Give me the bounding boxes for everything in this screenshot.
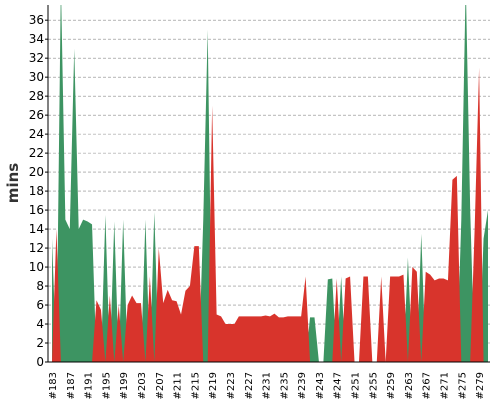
y-tick-label: 14 (29, 222, 44, 236)
y-tick-label: 0 (36, 355, 44, 369)
x-tick-label: #191 (84, 372, 95, 399)
y-tick-label: 34 (29, 32, 44, 46)
x-tick-label: #203 (137, 372, 148, 399)
y-tick-label: 18 (29, 184, 44, 198)
y-tick-label: 20 (29, 165, 44, 179)
y-tick-label: 22 (29, 146, 44, 160)
x-tick-label: #187 (66, 372, 77, 399)
y-tick-label: 4 (36, 317, 44, 331)
y-tick-label: 36 (29, 13, 44, 27)
x-tick-label: #239 (297, 372, 308, 399)
y-tick-label: 12 (29, 241, 44, 255)
x-tick-label: #267 (422, 372, 433, 399)
x-tick-label: #219 (208, 372, 219, 399)
x-tick-label: #251 (351, 372, 362, 399)
x-tick-label: #199 (119, 372, 130, 399)
x-tick-label: #259 (386, 372, 397, 399)
y-tick-label: 16 (29, 203, 44, 217)
x-tick-label: #231 (262, 372, 273, 399)
x-tick-label: #235 (279, 372, 290, 399)
x-tick-label: #247 (333, 372, 344, 399)
y-tick-label: 8 (36, 279, 44, 293)
x-tick-label: #271 (440, 372, 451, 399)
y-tick-label: 10 (29, 260, 44, 274)
y-tick-label: 26 (29, 108, 44, 122)
x-tick-label: #215 (190, 372, 201, 399)
x-tick-label: #183 (48, 372, 59, 399)
x-tick-label: #223 (226, 372, 237, 399)
x-tick-label: #263 (404, 372, 415, 399)
y-tick-label: 6 (36, 298, 44, 312)
y-tick-label: 2 (36, 336, 44, 350)
y-tick-label: 28 (29, 89, 44, 103)
y-axis-title: mins (4, 163, 22, 203)
x-tick-label: #207 (155, 372, 166, 399)
area (52, 67, 488, 362)
x-tick-label: #195 (101, 372, 112, 399)
x-tick-label: #243 (315, 372, 326, 399)
y-tick-label: 30 (29, 70, 44, 84)
x-tick-label: #275 (457, 372, 468, 399)
x-tick-label: #211 (173, 372, 184, 399)
x-tick-label: #255 (368, 372, 379, 399)
x-tick-label: #227 (244, 372, 255, 399)
y-tick-label: 24 (29, 127, 44, 141)
area (52, 5, 488, 362)
y-tick-label: 32 (29, 51, 44, 65)
x-tick-label: #279 (475, 372, 486, 399)
